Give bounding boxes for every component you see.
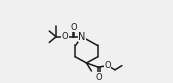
Text: O: O [104,61,111,70]
Text: O: O [70,23,77,32]
Text: O: O [62,32,68,41]
Text: O: O [96,73,102,82]
Text: N: N [78,32,86,42]
